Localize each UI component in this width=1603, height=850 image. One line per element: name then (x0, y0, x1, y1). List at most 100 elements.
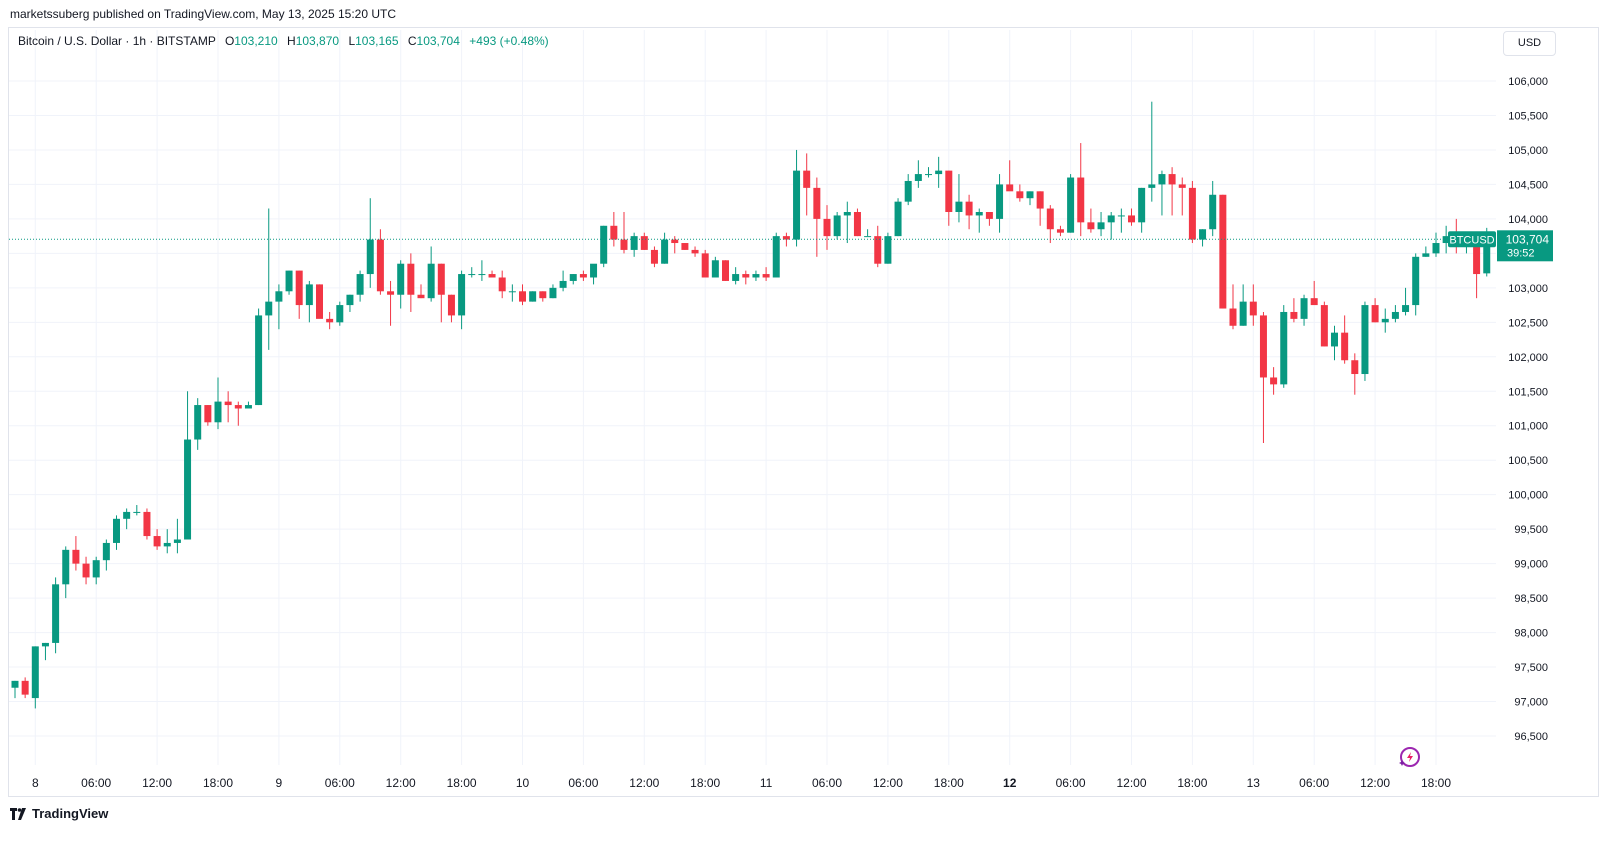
candle-body (1270, 377, 1278, 385)
high-value: 103,870 (295, 34, 340, 48)
x-tick-label: 06:00 (81, 776, 111, 790)
ticker-tag-label: BTCUSD (1449, 234, 1494, 246)
x-tick-label: 12:00 (1116, 776, 1146, 790)
candle (600, 225, 608, 268)
candle-body (833, 215, 841, 237)
y-tick-label: 100,000 (1508, 490, 1548, 502)
candle-body (285, 270, 293, 292)
sparkle-icon (1399, 760, 1405, 766)
candle-body (1341, 332, 1349, 361)
candle-body (1371, 305, 1379, 323)
candle-body (275, 291, 283, 302)
candle-body (793, 170, 801, 240)
candle-body (965, 201, 973, 216)
candle (1219, 194, 1227, 309)
x-tick-label: 12:00 (873, 776, 903, 790)
candle (31, 646, 39, 709)
candle-body (1138, 187, 1146, 223)
x-tick-label: 9 (276, 776, 283, 790)
candle (244, 401, 252, 409)
candle-body (1056, 229, 1064, 233)
candle-body (255, 315, 263, 406)
candle (204, 405, 212, 426)
currency-button[interactable]: USD (1503, 31, 1556, 56)
chart-pane[interactable] (8, 27, 1599, 797)
candle (722, 260, 729, 281)
candle-body (1239, 301, 1247, 326)
candle (41, 642, 49, 661)
candle (975, 208, 983, 233)
candle (935, 156, 943, 188)
candle (508, 284, 516, 302)
candle (955, 174, 963, 223)
candle (884, 232, 892, 264)
candle (102, 539, 110, 571)
y-tick-label: 102,500 (1508, 317, 1548, 329)
candle-body (478, 274, 486, 276)
candle-body (823, 218, 831, 237)
y-tick-label: 106,000 (1508, 76, 1548, 88)
candle-body (92, 560, 100, 578)
candle-body (1087, 222, 1095, 230)
lightning-icon[interactable] (1399, 747, 1420, 767)
candle (295, 270, 303, 319)
candle (762, 267, 770, 281)
x-tick-label: 18:00 (934, 776, 964, 790)
open-label: O (224, 34, 235, 48)
candle (194, 398, 202, 450)
candle (376, 229, 384, 295)
candle (772, 232, 780, 278)
candle-body (1412, 256, 1420, 306)
candle-body (41, 642, 49, 647)
x-tick-label: 12:00 (386, 776, 416, 790)
candle-body (458, 274, 466, 316)
x-tick-label: 06:00 (1056, 776, 1086, 790)
candle (1067, 174, 1075, 233)
candle (21, 677, 29, 699)
x-tick-label: 8 (32, 776, 39, 790)
candle (234, 401, 242, 426)
candle-body (244, 405, 252, 409)
candle-body (1402, 305, 1410, 312)
candle (1310, 280, 1318, 306)
candle-body (569, 274, 577, 281)
candle (113, 515, 120, 550)
y-tick-label: 96,500 (1514, 731, 1548, 743)
candle-body (1259, 315, 1267, 378)
candle-body (843, 212, 851, 216)
candle (82, 556, 90, 585)
candle-body (376, 239, 384, 292)
candle-body (650, 249, 658, 264)
candle-body (1107, 215, 1115, 223)
x-tick-label: 12:00 (629, 776, 659, 790)
candle (529, 291, 537, 302)
candle (1270, 367, 1278, 395)
candle-body (1128, 215, 1135, 223)
candle (843, 201, 851, 244)
time-axis: 8 06:00 12:00 18:00 9 06:00 12:00 18:00 10 06:00 1… (32, 776, 1451, 790)
candle (894, 198, 902, 237)
x-tick-label: 18:00 (447, 776, 477, 790)
candle (864, 229, 872, 238)
tradingview-logo[interactable]: TradingView (10, 806, 108, 821)
candle (630, 232, 638, 257)
candle-body (671, 239, 679, 244)
symbol-title[interactable]: Bitcoin / U.S. Dollar · 1h · BITSTAMP (18, 34, 216, 48)
candle-body (295, 270, 303, 306)
candle-body (1178, 184, 1186, 188)
candle-body (925, 174, 932, 176)
candle (1351, 353, 1359, 395)
candle-body (102, 542, 110, 561)
candle (853, 208, 861, 237)
candle-body (762, 274, 770, 278)
candle-body (1320, 305, 1328, 347)
x-tick-label: 06:00 (325, 776, 355, 790)
candle (1331, 325, 1338, 361)
candle-body (1006, 184, 1014, 192)
candle-body (11, 680, 19, 688)
candle-body (346, 294, 354, 306)
candle-body (1331, 332, 1338, 347)
candle (1432, 232, 1440, 257)
x-tick-label: 06:00 (568, 776, 598, 790)
